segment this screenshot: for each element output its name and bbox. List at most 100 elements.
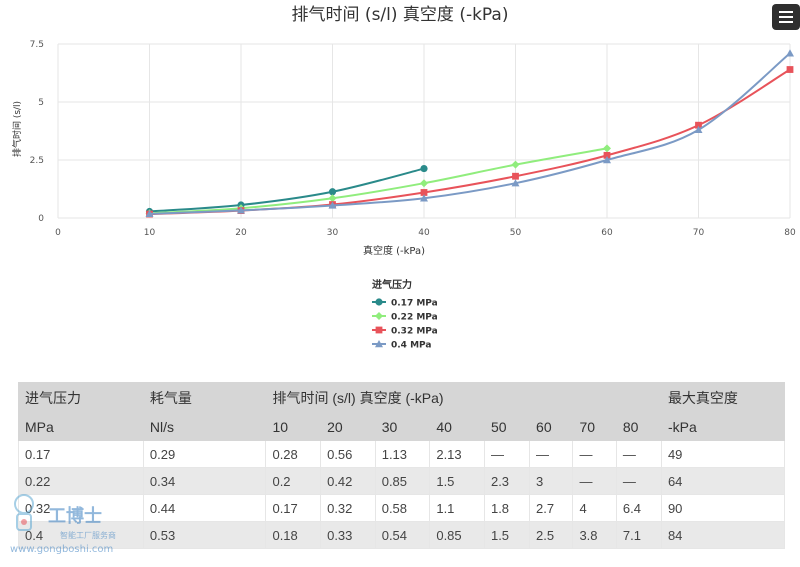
table-cell: — [572, 440, 617, 468]
table-cell: 0.18 [265, 521, 322, 549]
header-cell: 20 [320, 413, 376, 441]
x-tick-label: 0 [55, 228, 61, 238]
header-cell: 30 [374, 413, 431, 441]
table-cell: 49 [660, 440, 786, 468]
y-tick-label: 5 [38, 98, 44, 108]
table-cell: 0.53 [142, 521, 267, 549]
header-cell: 60 [529, 413, 574, 441]
table-cell: 1.8 [483, 494, 531, 522]
header-cell: 耗气量 [142, 382, 267, 414]
data-point [603, 144, 611, 153]
table-row: 0.32 0.44 0.17 0.32 0.58 1.1 1.8 2.7 4 6.4 90 [18, 494, 786, 522]
table-cell: 64 [660, 467, 786, 495]
data-point [694, 125, 703, 134]
x-axis-label: 真空度 (-kPa) [363, 244, 425, 257]
table-cell: 0.32 [18, 494, 144, 522]
table-cell: 2.5 [529, 521, 574, 549]
x-tick-label: 30 [327, 228, 339, 238]
x-tick-label: 40 [418, 228, 430, 238]
legend-item-label: 0.32 MPa [391, 327, 438, 337]
header-cell: 排气时间 (s/l) 真空度 (-kPa) [265, 382, 662, 414]
header-cell: 80 [615, 413, 662, 441]
table-cell: — [572, 467, 617, 495]
table-cell: 2.13 [429, 440, 485, 468]
table-cell: 2.3 [483, 467, 531, 495]
table-cell: 0.85 [374, 467, 431, 495]
x-tick-label: 50 [510, 228, 522, 238]
table-cell: 0.56 [320, 440, 376, 468]
table-cell: 0.17 [18, 440, 144, 468]
table-cell: 1.5 [483, 521, 531, 549]
table-cell: 0.2 [265, 467, 322, 495]
data-point [603, 151, 611, 159]
table-row: 0.4 0.53 0.18 0.33 0.54 0.85 1.5 2.5 3.8 7.1 84 [18, 521, 786, 549]
data-point [420, 164, 428, 173]
series-line [149, 52, 791, 215]
table-cell: 1.1 [429, 494, 485, 522]
table-row: 0.22 0.34 0.2 0.42 0.85 1.5 2.3 3— —64 [18, 467, 786, 495]
table-cell: 7.1 [615, 521, 662, 549]
header-cell: 10 [265, 413, 322, 441]
header-cell: -kPa [660, 413, 786, 441]
header-cell: 70 [572, 413, 617, 441]
table-cell: 0.42 [320, 467, 376, 495]
data-point [786, 49, 794, 57]
legend-item-label: 0.4 MPa [391, 341, 431, 351]
x-tick-label: 70 [693, 228, 705, 238]
x-tick-label: 80 [784, 228, 796, 238]
series-line [149, 147, 608, 215]
header-cell: 50 [483, 413, 531, 441]
legend-marker [375, 340, 383, 348]
legend-item-label: 0.22 MPa [391, 313, 438, 323]
x-tick-label: 60 [601, 228, 613, 238]
x-tick-label: 20 [235, 228, 247, 238]
header-cell: 进气压力 [18, 382, 144, 414]
legend-item-label: 0.17 MPa [391, 299, 438, 309]
data-point [511, 160, 520, 169]
series-line [149, 167, 425, 213]
data-point [328, 201, 337, 209]
table-cell: — [615, 440, 662, 468]
header-cell: Nl/s [142, 413, 267, 441]
table-cell: 6.4 [615, 494, 662, 522]
data-point [420, 179, 428, 188]
table-cell: — [483, 440, 531, 468]
data-point [237, 206, 245, 214]
table-cell: 1.5 [429, 467, 485, 495]
y-tick-label: 0 [38, 214, 44, 224]
table-cell: 0.85 [429, 521, 485, 549]
data-point [511, 179, 520, 187]
data-point [145, 209, 154, 218]
data-point [328, 188, 337, 196]
legend-title: 进气压力 [372, 278, 412, 291]
header-cell: 40 [429, 413, 485, 441]
table-cell: — [529, 440, 574, 468]
line-chart: 排气时间 (s/l) 真空度 (-kPa) 0 10 20 30 40 50 60 70 80 0 2… [11, 5, 796, 351]
data-point [512, 172, 519, 180]
table-cell: — [615, 467, 662, 495]
table-cell: 0.58 [374, 494, 431, 522]
table-cell: 0.22 [18, 467, 144, 495]
table-cell: 0.29 [142, 440, 267, 468]
table-cell: 0.17 [265, 494, 322, 522]
table-cell: 0.54 [374, 521, 431, 549]
table-cell: 84 [660, 521, 786, 549]
y-axis-label: 排气时间 (s/l) [11, 101, 23, 157]
table-cell: 4 [572, 494, 617, 522]
data-table: 进气压力 耗气量 排气时间 (s/l) 真空度 (-kPa) 最大真空度 MPa… [18, 382, 786, 549]
table-cell: 0.28 [265, 440, 322, 468]
legend-marker [375, 298, 383, 306]
table-cell: 90 [660, 494, 786, 522]
data-point [695, 121, 702, 129]
table-cell: 0.33 [320, 521, 376, 549]
table-cell: 0.32 [320, 494, 376, 522]
x-tick-label: 10 [144, 228, 156, 238]
chart-menu-button[interactable] [772, 4, 800, 30]
data-point [420, 189, 428, 196]
table-header-row-1: 进气压力 耗气量 排气时间 (s/l) 真空度 (-kPa) 最大真空度 [18, 382, 786, 414]
table-header-row-2: MPa Nl/s 10 20 30 40 50 60 70 80 -kPa [18, 413, 786, 441]
legend-marker [375, 312, 383, 320]
header-cell: 最大真空度 [660, 382, 786, 414]
table-row: 0.17 0.29 0.28 0.56 1.13 2.13— — — —49 [18, 440, 786, 468]
table-cell: 0.34 [142, 467, 267, 495]
